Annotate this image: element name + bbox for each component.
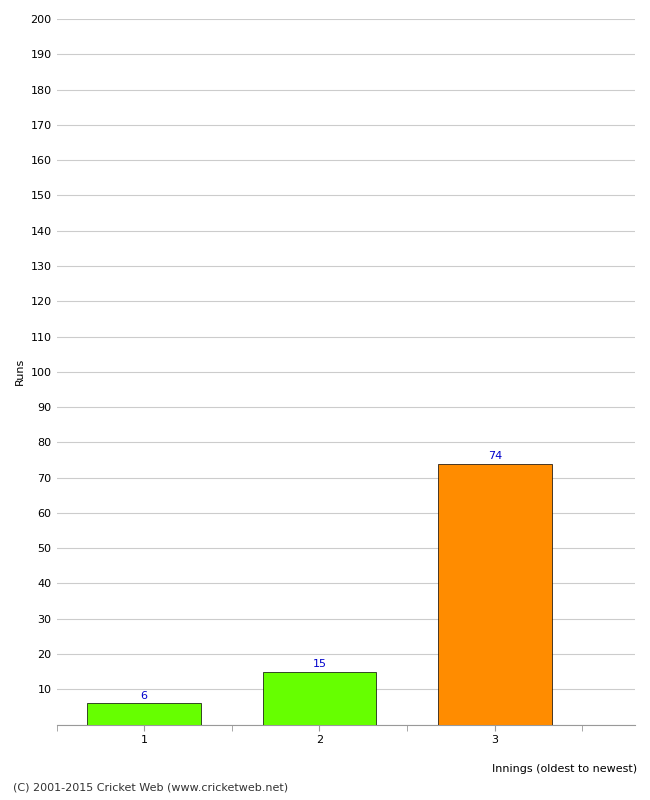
Text: 15: 15 <box>313 659 326 669</box>
Text: (C) 2001-2015 Cricket Web (www.cricketweb.net): (C) 2001-2015 Cricket Web (www.cricketwe… <box>13 782 288 792</box>
Bar <box>438 463 552 725</box>
Text: Innings (oldest to newest): Innings (oldest to newest) <box>492 764 637 774</box>
Bar <box>263 672 376 725</box>
Y-axis label: Runs: Runs <box>15 358 25 386</box>
Text: 74: 74 <box>488 450 502 461</box>
Bar <box>87 703 201 725</box>
Text: 6: 6 <box>140 690 148 701</box>
